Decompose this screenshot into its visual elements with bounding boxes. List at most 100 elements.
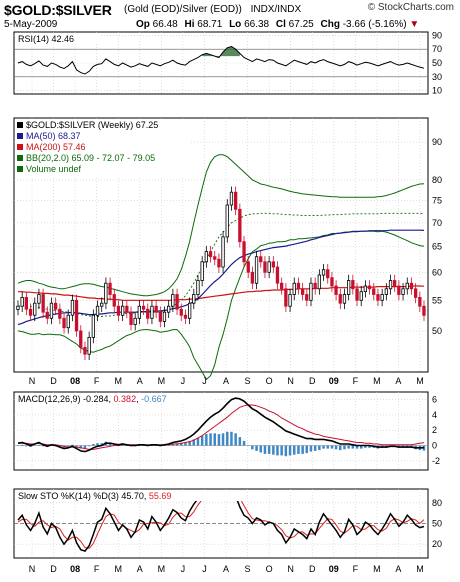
sto-legend-bg [15,490,245,501]
sto-x-tick-label: 09 [329,564,339,574]
price-x-tick-label: N [29,376,36,386]
sto-x-tick-label: J [202,564,207,574]
candle-body [196,280,200,295]
lo-value: 66.38 [244,19,270,30]
brand-label[interactable]: © StockCharts.com [367,2,454,13]
macd-histogram-bar [205,434,208,446]
candle-body [54,302,58,310]
sto-x-tick-label: F [353,564,359,574]
macd-histogram-bar [83,445,87,449]
macd-y-tick-label: 0 [432,441,437,451]
price-legend-swatch [17,122,23,128]
macd-histogram-bar [280,445,283,456]
candle-body [154,305,158,313]
chg-value: -3.66 (-5.16%) [342,19,407,30]
candle-body [317,274,322,290]
candle-body [79,330,83,348]
macd-histogram-bar [334,445,338,450]
macd-histogram-bar [247,445,250,446]
macd-histogram-bar [368,445,371,448]
macd-histogram-bar [339,445,342,451]
candle-body [376,294,380,301]
price-legend-label: Volume undef [26,164,82,174]
macd-y-tick-label: 2 [432,425,437,435]
candle-body [83,346,87,355]
macd-histogram-bar [267,445,271,454]
lo-label: Lo [229,19,242,30]
rsi-y-tick-label: 50 [432,58,442,68]
ma200-line [18,285,425,301]
macd-histogram-bar [75,445,78,447]
candle-body [225,204,229,238]
candle-body [242,241,246,263]
macd-histogram-bar [171,444,175,446]
price-x-tick-label: M [416,376,424,386]
macd-histogram-bar [347,445,350,449]
candle-body [384,288,389,295]
price-x-tick-label: N [287,376,294,386]
candle-body [129,311,133,326]
candle-body [401,288,405,295]
candle-body [342,294,347,304]
bb-upper-line [17,154,425,297]
macd-histogram-bar [71,444,74,446]
candle-body [263,261,267,273]
hi-value: 68.71 [197,19,223,30]
price-x-tick-label: F [94,376,100,386]
sto-x-tick-label: M [114,564,122,574]
sto-x-tick-label: A [137,564,143,574]
candle-body [275,266,280,284]
price-legend-label: MA(200) 57.46 [26,142,86,152]
bb-mid-line [17,212,425,317]
sto-x-tick-label: N [29,564,36,574]
candle-body [150,305,154,319]
candle-body [233,191,238,210]
price-x-tick-label: M [158,376,166,386]
sto-x-tick-label: S [245,564,251,574]
price-x-tick-label: A [137,376,143,386]
macd-histogram-bar [96,443,99,446]
candle-body [346,280,351,295]
macd-histogram-bar [20,444,24,446]
price-x-tick-label: O [266,376,273,386]
sto-x-tick-label: J [181,564,186,574]
candle-body [305,294,309,301]
price-y-tick-label: 55 [432,295,442,305]
macd-histogram-bar [322,445,325,449]
candle-body [330,277,334,287]
price-x-tick-label: D [309,376,316,386]
quote-date: 5-May-2009 [4,19,58,30]
candle-body [267,261,271,273]
quote-line: Op 66.48 Hi 68.71 Lo 66.38 Cl 67.25 Chg … [136,19,419,30]
candle-body [141,305,146,310]
candle-body [74,299,79,332]
price-x-tick-label: D [50,376,57,386]
macd-histogram-bar [142,445,145,446]
candle-body [213,256,217,260]
macd-histogram-bar [360,445,363,449]
macd-histogram-bar [221,433,225,446]
price-y-tick-label: 80 [432,175,442,185]
sto-x-tick-label: A [395,564,401,574]
candle-body [37,294,41,304]
cl-label: Cl [275,19,286,30]
macd-histogram-bar [16,445,20,446]
macd-histogram-bar [309,445,313,452]
candle-body [87,336,91,355]
candle-body [24,296,29,310]
price-x-tick-label: J [202,376,207,386]
rsi-legend-bg [15,33,101,44]
macd-histogram-bar [234,433,237,446]
candle-body [116,305,121,316]
macd-histogram-bar [255,445,258,451]
exchange-label: INDX/INDX [250,4,302,15]
macd-histogram-bar [87,445,91,447]
candle-body [121,305,125,316]
candle-body [179,308,183,316]
candle-body [20,296,24,307]
macd-histogram-bar [263,445,267,454]
macd-histogram-bar [41,445,45,447]
candle-body [229,191,234,206]
op-label: Op [136,19,150,30]
candle-body [284,288,288,307]
